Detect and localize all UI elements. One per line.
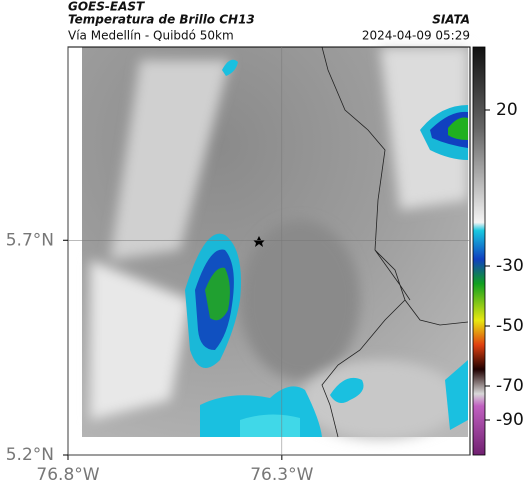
header-text: GOES-EAST — [68, 0, 145, 14]
satellite-image — [82, 46, 469, 440]
header-text: Temperatura de Brillo CH13 — [68, 13, 255, 27]
colorbar-tick-label: -50 — [496, 316, 524, 336]
colorbar-tick-label: 20 — [496, 100, 518, 120]
colorbar-tick-label: -70 — [496, 376, 524, 396]
header-text: SIATA — [432, 13, 470, 27]
lon-tick-label: 76.3°W — [250, 465, 313, 485]
header-text: 2024-04-09 05:29 — [362, 29, 470, 43]
colorbar — [472, 46, 486, 456]
colorbar-tick-label: -30 — [496, 256, 524, 276]
header-text: Vía Medellín - Quibdó 50km — [68, 29, 234, 43]
lat-tick-label: 5.2°N — [6, 445, 54, 465]
lon-tick-label: 76.8°W — [36, 465, 99, 485]
lat-tick-label: 5.7°N — [6, 230, 54, 250]
colorbar-tick-label: -90 — [496, 410, 524, 430]
